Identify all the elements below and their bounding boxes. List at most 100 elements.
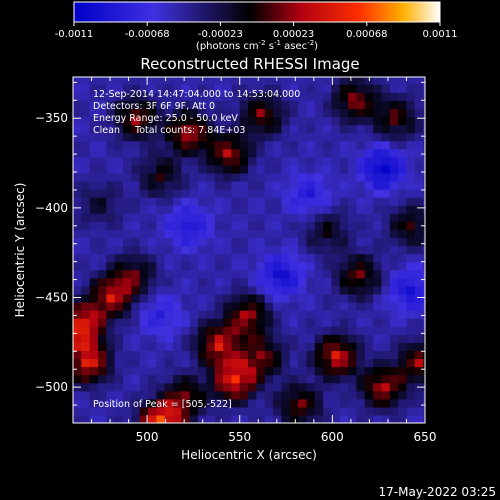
heatmap-cell	[131, 366, 141, 376]
heatmap-cell	[181, 253, 191, 263]
heatmap-cell	[306, 148, 316, 158]
heatmap-cell	[148, 318, 157, 327]
heatmap-cell	[198, 100, 207, 109]
heatmap-cell	[89, 237, 99, 247]
heatmap-cell	[148, 164, 157, 174]
heatmap-cell	[323, 301, 333, 311]
heatmap-cell	[181, 269, 191, 279]
heatmap-cell	[198, 84, 207, 93]
heatmap-cell	[148, 124, 157, 134]
heatmap-cell	[89, 253, 99, 263]
heatmap-cell	[248, 237, 258, 247]
heatmap-cell	[206, 77, 216, 85]
heatmap-cell	[106, 301, 116, 311]
heatmap-cell	[364, 84, 374, 93]
heatmap-cell	[356, 108, 366, 118]
heatmap-cell	[256, 189, 266, 198]
heatmap-cell	[106, 84, 116, 93]
heatmap-cell	[231, 148, 241, 158]
heatmap-cell	[373, 180, 383, 190]
heatmap-cell	[406, 350, 416, 360]
heatmap-cell	[148, 269, 157, 279]
heatmap-cell	[248, 374, 258, 384]
heatmap-cell	[148, 172, 157, 182]
heatmap-cell	[123, 350, 132, 360]
heatmap-cell	[114, 366, 124, 376]
heatmap-cell	[123, 253, 132, 263]
heatmap-cell	[373, 406, 383, 416]
heatmap-cell	[114, 374, 124, 384]
heatmap-cell	[323, 156, 333, 166]
heatmap-cell	[248, 269, 258, 279]
heatmap-cell	[339, 172, 349, 182]
heatmap-cell	[339, 334, 349, 343]
heatmap-cell	[314, 205, 324, 214]
heatmap-cell	[256, 358, 266, 368]
heatmap-cell	[331, 374, 341, 384]
heatmap-cell	[298, 229, 308, 239]
heatmap-cell	[156, 406, 166, 416]
heatmap-cell	[423, 84, 425, 93]
heatmap-cell	[239, 189, 249, 198]
heatmap-cell	[273, 261, 283, 271]
heatmap-cell	[381, 350, 391, 360]
heatmap-cell	[148, 253, 157, 263]
heatmap-cell	[373, 132, 383, 142]
heatmap-cell	[298, 84, 308, 93]
heatmap-cell	[423, 132, 425, 142]
heatmap-cell	[198, 301, 207, 311]
heatmap-cell	[181, 366, 191, 376]
heatmap-cell	[114, 197, 124, 206]
heatmap-cell	[173, 189, 182, 198]
heatmap-cell	[214, 172, 224, 182]
heatmap-cell	[306, 293, 316, 303]
heatmap-cell	[139, 326, 149, 335]
heatmap-cell	[389, 205, 399, 214]
heatmap-cell	[164, 164, 174, 174]
heatmap-cell	[173, 358, 182, 368]
heatmap-cell	[256, 197, 266, 206]
heatmap-cell	[331, 140, 341, 150]
heatmap-cell	[289, 334, 299, 343]
heatmap-cell	[223, 261, 232, 271]
heatmap-cell	[373, 189, 383, 198]
heatmap-cell	[73, 414, 82, 423]
heatmap-cell	[106, 156, 116, 166]
heatmap-cell	[223, 390, 232, 400]
heatmap-cell	[331, 253, 341, 263]
heatmap-cell	[398, 221, 408, 230]
heatmap-cell	[148, 84, 157, 93]
heatmap-cell	[114, 132, 124, 142]
heatmap-cell	[398, 213, 408, 222]
heatmap-cell	[314, 382, 324, 392]
heatmap-cell	[148, 156, 157, 166]
heatmap-cell	[189, 213, 199, 222]
heatmap-cell	[89, 77, 99, 85]
heatmap-cell	[239, 156, 249, 166]
heatmap-cell	[239, 406, 249, 416]
heatmap-cell	[281, 414, 291, 423]
heatmap-cell	[281, 100, 291, 109]
heatmap-cell	[239, 253, 249, 263]
heatmap-cell	[298, 406, 308, 416]
heatmap-cell	[73, 197, 82, 206]
heatmap-cell	[373, 350, 383, 360]
heatmap-cell	[348, 366, 358, 376]
heatmap-cell	[339, 326, 349, 335]
heatmap-cell	[256, 366, 266, 376]
heatmap-cell	[339, 108, 349, 118]
heatmap-cell	[398, 293, 408, 303]
heatmap-cell	[331, 221, 341, 230]
heatmap-cell	[339, 285, 349, 295]
heatmap-cell	[398, 245, 408, 255]
heatmap-cell	[189, 277, 199, 287]
heatmap-cell	[381, 172, 391, 182]
heatmap-cell	[381, 382, 391, 392]
heatmap-cell	[106, 237, 116, 247]
heatmap-cell	[231, 318, 241, 327]
heatmap-cell	[281, 189, 291, 198]
heatmap-cell	[364, 108, 374, 118]
footer-timestamp: 17-May-2022 03:25	[379, 485, 496, 499]
heatmap-cell	[123, 205, 132, 214]
heatmap-cell	[423, 92, 425, 101]
